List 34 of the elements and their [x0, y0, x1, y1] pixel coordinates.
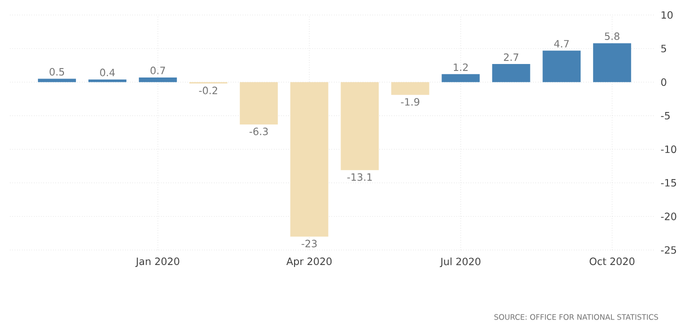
y-tick-label: -10 — [661, 145, 676, 154]
data-label: -23 — [302, 240, 317, 248]
y-tick-label: -15 — [661, 179, 676, 187]
data-label: -0.2 — [199, 86, 218, 94]
data-label: 2.7 — [504, 53, 518, 61]
x-tick-label: Jul 2020 — [440, 258, 480, 268]
data-label: 0.5 — [50, 68, 64, 76]
data-label: -13.1 — [347, 173, 372, 181]
x-tick-label: Jan 2020 — [135, 258, 180, 267]
bar — [492, 64, 530, 82]
bar — [240, 82, 278, 124]
data-label: 0.4 — [100, 68, 115, 76]
bar — [593, 43, 632, 82]
data-label: 1.2 — [454, 63, 468, 71]
bar — [290, 82, 328, 237]
bar — [442, 74, 480, 82]
data-label: -6.3 — [250, 128, 268, 136]
x-tick-label: Apr 2020 — [286, 258, 332, 268]
data-label: 4.7 — [554, 40, 569, 48]
bar — [88, 79, 126, 82]
bar — [391, 82, 430, 95]
y-tick-label: -5 — [661, 112, 670, 120]
y-tick-label: -20 — [661, 212, 676, 220]
data-label: 0.7 — [150, 66, 165, 74]
bar — [138, 77, 177, 82]
y-tick-label: 10 — [662, 11, 673, 19]
y-tick-label: 5 — [661, 44, 666, 52]
x-tick-label: Oct 2020 — [590, 258, 634, 266]
y-tick-label: 0 — [661, 78, 666, 86]
data-label: 5.8 — [604, 32, 620, 40]
data-label: -1.9 — [400, 98, 420, 106]
y-tick-label: -25 — [661, 246, 676, 254]
bar — [340, 82, 379, 170]
bar — [542, 50, 581, 82]
